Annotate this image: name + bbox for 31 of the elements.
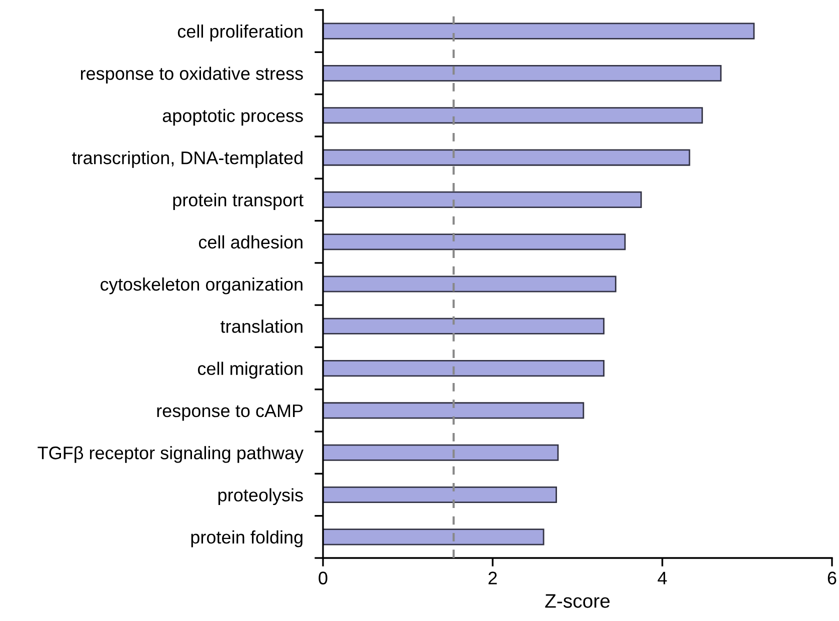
bar	[323, 234, 626, 250]
bar	[323, 486, 557, 504]
bar	[323, 402, 584, 419]
y-tick-label: cell migration	[198, 362, 302, 379]
y-tick-label: translation	[220, 320, 302, 333]
y-tick-label: cell adhesion	[198, 235, 302, 249]
y-tick-label: TGFβ receptor signaling pathway	[38, 446, 304, 463]
x-axis-title: Z-score	[545, 594, 610, 608]
bar	[323, 149, 690, 166]
bar	[323, 276, 616, 292]
y-tick-label: response to oxidative stress	[80, 66, 303, 84]
x-tick-label: 4	[658, 572, 667, 584]
y-tick-label: proteolysis	[218, 488, 303, 506]
bar	[323, 528, 544, 546]
y-tick-label: transcription, DNA-templated	[72, 150, 302, 168]
bar	[323, 360, 604, 377]
bar	[323, 444, 559, 461]
bar	[323, 191, 642, 208]
bar	[323, 22, 755, 40]
x-tick-label: 6	[828, 572, 836, 584]
y-tick-label: protein transport	[173, 193, 304, 210]
y-tick-label: cytoskeleton organization	[100, 277, 302, 294]
y-tick-label: protein folding	[191, 530, 302, 548]
bar	[323, 107, 703, 124]
y-tick-label: apoptotic process	[162, 108, 303, 126]
bar	[323, 64, 722, 82]
y-tick-label: cell proliferation	[178, 24, 302, 42]
y-tick-label: response to cAMP	[157, 404, 303, 421]
x-tick-label: 2	[488, 572, 497, 584]
bar	[323, 318, 604, 334]
x-tick-label: 0	[318, 572, 328, 584]
